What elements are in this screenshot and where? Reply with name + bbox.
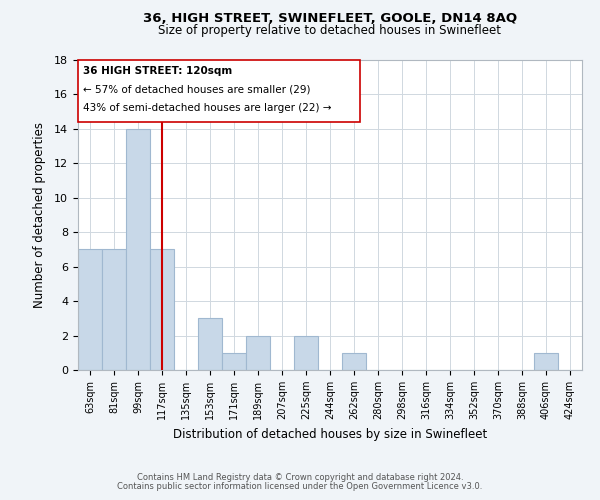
Bar — [342, 353, 366, 370]
Bar — [150, 250, 174, 370]
Bar — [102, 250, 126, 370]
Bar — [198, 318, 222, 370]
Bar — [78, 250, 102, 370]
Bar — [222, 353, 246, 370]
Bar — [246, 336, 270, 370]
Text: 36 HIGH STREET: 120sqm: 36 HIGH STREET: 120sqm — [83, 66, 232, 76]
FancyBboxPatch shape — [78, 60, 360, 122]
Bar — [126, 129, 150, 370]
Text: Contains public sector information licensed under the Open Government Licence v3: Contains public sector information licen… — [118, 482, 482, 491]
Text: Contains HM Land Registry data © Crown copyright and database right 2024.: Contains HM Land Registry data © Crown c… — [137, 474, 463, 482]
Text: ← 57% of detached houses are smaller (29): ← 57% of detached houses are smaller (29… — [83, 85, 311, 95]
Bar — [294, 336, 318, 370]
Text: Size of property relative to detached houses in Swinefleet: Size of property relative to detached ho… — [158, 24, 502, 37]
Bar — [534, 353, 558, 370]
Text: 36, HIGH STREET, SWINEFLEET, GOOLE, DN14 8AQ: 36, HIGH STREET, SWINEFLEET, GOOLE, DN14… — [143, 12, 517, 26]
X-axis label: Distribution of detached houses by size in Swinefleet: Distribution of detached houses by size … — [173, 428, 487, 440]
Text: 43% of semi-detached houses are larger (22) →: 43% of semi-detached houses are larger (… — [83, 104, 332, 114]
Y-axis label: Number of detached properties: Number of detached properties — [33, 122, 46, 308]
